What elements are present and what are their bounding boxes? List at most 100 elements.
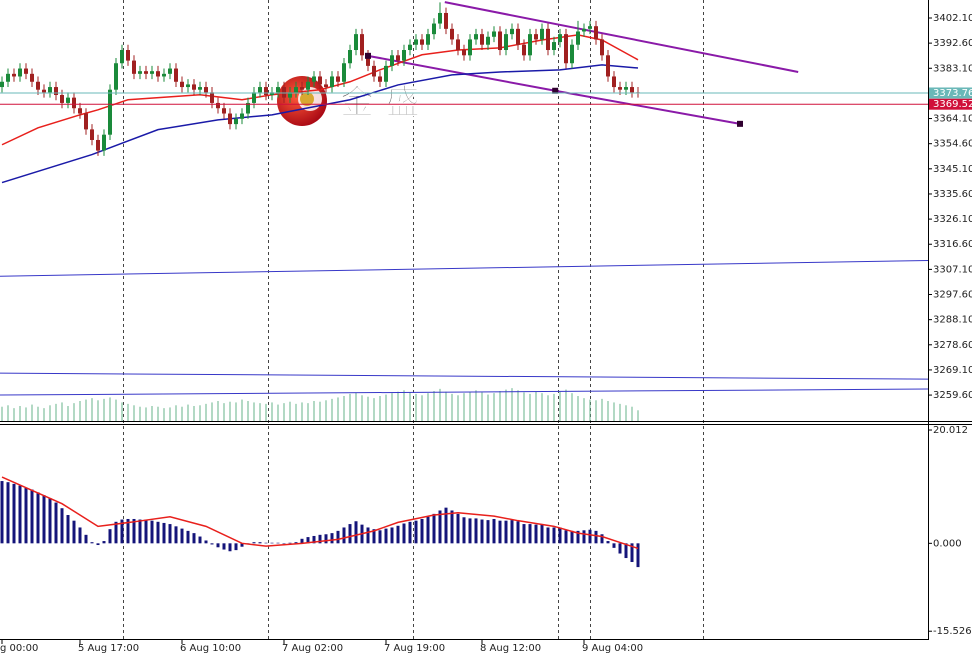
y-tick-label: 3316.60 [933, 239, 972, 250]
macd-bar [276, 542, 280, 544]
macd-bar [354, 521, 358, 544]
volume-bar [427, 393, 429, 421]
macd-bar [342, 527, 346, 544]
candle-body [570, 44, 574, 64]
volume-bar [505, 389, 507, 421]
candle-body [606, 55, 610, 77]
volume-bar [7, 405, 9, 421]
macd-bar [606, 541, 610, 544]
candle-body [210, 92, 214, 103]
macd-bar [288, 542, 292, 544]
candle-body [534, 34, 538, 40]
macd-bar [378, 530, 382, 544]
macd-bar [312, 535, 316, 544]
volume-bar [325, 400, 327, 421]
volume-bar [229, 401, 231, 421]
candle-body [384, 65, 388, 82]
macd-bar [432, 513, 436, 544]
volume-bar [589, 399, 591, 421]
macd-bar [498, 520, 502, 544]
candle-body [348, 50, 352, 64]
trendline [0, 388, 928, 396]
volume-bar [529, 393, 531, 421]
trendline [0, 259, 928, 277]
candle-body [546, 28, 550, 51]
candle-body [90, 129, 94, 140]
y-tick-label: 3278.60 [933, 340, 972, 351]
macd-bar [618, 543, 622, 554]
candle-body [192, 84, 196, 90]
macd-bar [384, 528, 388, 544]
candle-body [576, 31, 580, 45]
volume-bar [181, 406, 183, 421]
volume-bar [517, 390, 519, 421]
macd-bar [66, 515, 70, 544]
macd-bar [252, 542, 256, 544]
volume-bar [73, 403, 75, 421]
candle-body [510, 28, 514, 35]
macd-bar [126, 518, 130, 544]
volume-bar [19, 406, 21, 421]
macd-bar [438, 510, 442, 544]
macd-bar [240, 543, 244, 547]
candle-body [66, 97, 70, 103]
trendline [0, 372, 928, 380]
candle-body [96, 139, 100, 151]
volume-bar [337, 397, 339, 421]
candle-body [408, 44, 412, 51]
macd-bar [450, 510, 454, 544]
candle-body [582, 28, 586, 32]
macd-bar [90, 542, 94, 544]
candle-body [486, 36, 490, 45]
macd-bar [42, 495, 46, 544]
volume-bar [601, 398, 603, 421]
macd-bar [264, 542, 268, 544]
volume-bar [547, 395, 549, 421]
volume-bar [613, 402, 615, 421]
x-tick-label: g 00:00 [0, 643, 38, 654]
macd-bar [624, 543, 628, 559]
volume-bar [535, 391, 537, 421]
macd-bar [558, 527, 562, 544]
macd-bar [330, 533, 334, 544]
candle-body [102, 134, 106, 151]
macd-bar [114, 521, 118, 544]
y-tick-label: 3269.10 [933, 365, 972, 376]
volume-bar [367, 396, 369, 421]
candle-body [78, 108, 82, 114]
macd-bar [492, 518, 496, 544]
candle-body [258, 87, 262, 93]
volume-bar [409, 392, 411, 421]
volume-bar [607, 401, 609, 421]
volume-bar [349, 393, 351, 421]
candle-body [198, 87, 202, 90]
volume-bar [139, 406, 141, 421]
volume-bar [619, 403, 621, 421]
macd-bar [510, 520, 514, 544]
macd-bar [270, 542, 274, 544]
macd-bar [108, 529, 112, 544]
price-panel [0, 1, 928, 421]
candle-body [180, 81, 184, 88]
volume-bar [85, 399, 87, 421]
macd-bar [390, 527, 394, 544]
candle-body [114, 63, 118, 90]
macd-bar [96, 543, 100, 546]
y-tick-label: 3345.10 [933, 164, 972, 175]
y-tick-label: 3307.10 [933, 264, 972, 275]
y-tick-label: 20.012 [933, 425, 968, 436]
candle-body [480, 34, 484, 45]
trendline-anchor [365, 52, 371, 59]
volume-bar [289, 401, 291, 421]
candle-body [138, 71, 142, 74]
volume-bar [91, 398, 93, 421]
macd-bar [168, 524, 172, 544]
volume-bar [319, 401, 321, 421]
candle-body [36, 81, 40, 90]
volume-bar [277, 404, 279, 421]
macd-bar [234, 543, 238, 551]
y-tick-label: 3354.60 [933, 139, 972, 150]
volume-bar [445, 391, 447, 421]
macd-bar [372, 529, 376, 544]
